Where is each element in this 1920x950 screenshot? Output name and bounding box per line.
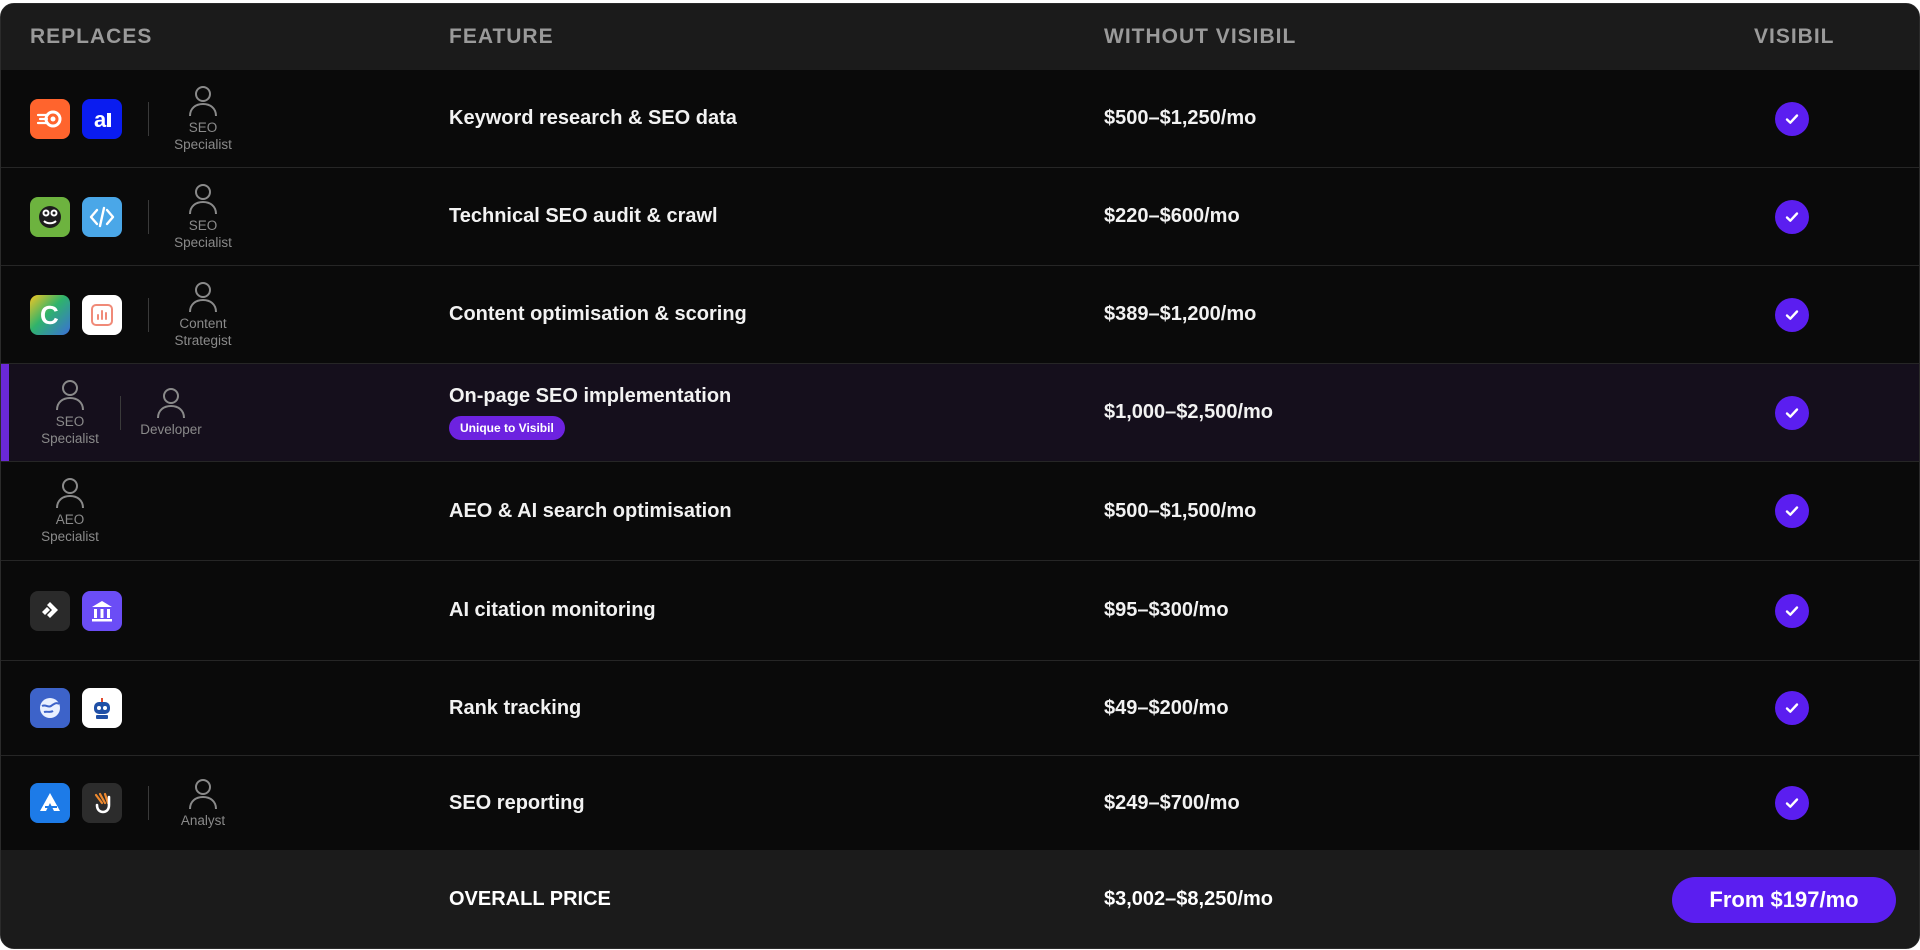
- divider: [148, 297, 149, 332]
- check-icon: [1775, 593, 1809, 628]
- code-tool-logo: [82, 196, 122, 237]
- role-seo-specialist: SEO Specialist: [163, 85, 243, 153]
- reporting-tool-logo: [82, 783, 122, 823]
- check-icon: [1775, 494, 1809, 528]
- person-icon: [56, 379, 84, 410]
- semrush-logo: [30, 98, 70, 139]
- ahrefs-logo: a: [82, 98, 122, 139]
- replaces-cell: [30, 561, 134, 660]
- price-without: $249–$700/mo: [1104, 791, 1240, 814]
- person-icon: [157, 388, 185, 419]
- replaces-cell: C Content Strategist: [30, 266, 243, 363]
- check-icon: [1775, 395, 1809, 430]
- globe-tracker-logo: [30, 688, 70, 728]
- price-without: $220–$600/mo: [1104, 205, 1240, 227]
- feature-name: SEO reporting: [449, 791, 585, 814]
- person-icon: [189, 85, 217, 116]
- replaces-cell: a SEO Specialist: [30, 70, 243, 167]
- feature-name: Keyword research & SEO data: [449, 107, 737, 129]
- person-icon: [189, 281, 217, 312]
- replaces-cell: [30, 661, 134, 755]
- institution-logo: [82, 590, 122, 631]
- check-icon: [1775, 297, 1809, 332]
- replaces-cell: Analyst: [30, 756, 243, 850]
- feature-name: Technical SEO audit & crawl: [449, 205, 718, 227]
- role-label: SEO Specialist: [174, 119, 232, 152]
- feature-name: Content optimisation & scoring: [449, 303, 747, 325]
- clearscope-logo: C: [30, 294, 70, 335]
- check-icon: [1775, 786, 1809, 820]
- role-label: Developer: [140, 422, 202, 437]
- unique-badge: Unique to Visibil: [449, 416, 565, 440]
- table-row: AI citation monitoring $95–$300/mo: [1, 561, 1919, 661]
- table-row: SEO Specialist Technical SEO audit & cra…: [1, 168, 1919, 266]
- agency-analytics-logo: [30, 783, 70, 823]
- screaming-frog-logo: [30, 196, 70, 237]
- table-row-highlighted: SEO Specialist Developer On-page SEO imp…: [1, 364, 1919, 462]
- price-without: $49–$200/mo: [1104, 696, 1229, 719]
- overall-price-total: $3,002–$8,250/mo: [1104, 887, 1274, 910]
- check-icon: [1775, 691, 1809, 725]
- person-icon: [56, 478, 84, 509]
- feature-name: Rank tracking: [449, 696, 582, 719]
- svg-text:C: C: [40, 302, 59, 328]
- price-without: $95–$300/mo: [1104, 599, 1229, 621]
- role-seo-specialist: SEO Specialist: [163, 183, 243, 251]
- table-row: C Content Strategist Content optimisatio…: [1, 266, 1919, 364]
- price-without: $500–$1,500/mo: [1104, 499, 1257, 522]
- divider: [148, 101, 149, 136]
- divider: [120, 395, 121, 430]
- role-label: AEO Specialist: [41, 512, 99, 544]
- replaces-cell: SEO Specialist Developer: [30, 364, 211, 461]
- divider: [148, 199, 149, 234]
- table-footer: OVERALL PRICE $3,002–$8,250/mo From $197…: [1, 850, 1919, 948]
- check-icon: [1775, 101, 1809, 136]
- overall-price-label: OVERALL PRICE: [449, 887, 611, 910]
- role-content-strategist: Content Strategist: [163, 281, 243, 349]
- replaces-cell: AEO Specialist: [30, 462, 110, 560]
- person-icon: [189, 778, 217, 809]
- svg-text:a: a: [94, 107, 107, 131]
- feature-name: On-page SEO implementation: [449, 385, 732, 407]
- table-row: Rank tracking $49–$200/mo: [1, 661, 1919, 756]
- role-developer: Developer: [131, 387, 211, 438]
- role-label: SEO Specialist: [41, 413, 99, 446]
- header-visibil: VISIBIL: [1754, 25, 1835, 48]
- header-without-visibil: WITHOUT VISIBIL: [1104, 25, 1297, 48]
- divider: [148, 786, 149, 820]
- check-icon: [1775, 199, 1809, 234]
- header-replaces: REPLACES: [30, 25, 153, 48]
- profound-logo: [30, 590, 70, 631]
- table-row: Analyst SEO reporting $249–$700/mo: [1, 756, 1919, 850]
- visibil-price-button[interactable]: From $197/mo: [1672, 877, 1896, 923]
- role-label: Content Strategist: [174, 315, 232, 348]
- feature-name: AI citation monitoring: [449, 599, 656, 621]
- replaces-cell: SEO Specialist: [30, 168, 243, 265]
- price-without: $500–$1,250/mo: [1104, 107, 1257, 129]
- table-header: REPLACES FEATURE WITHOUT VISIBIL VISIBIL: [1, 4, 1919, 70]
- table-row: a SEO Specialist Keyword research & SEO …: [1, 70, 1919, 168]
- price-without: $389–$1,200/mo: [1104, 303, 1257, 325]
- robot-tracker-logo: [82, 688, 122, 728]
- role-analyst: Analyst: [163, 778, 243, 829]
- person-icon: [189, 183, 217, 214]
- pricing-comparison-table: REPLACES FEATURE WITHOUT VISIBIL VISIBIL…: [0, 3, 1920, 949]
- role-seo-specialist: SEO Specialist: [30, 379, 110, 447]
- role-label: Analyst: [180, 812, 226, 828]
- role-label: SEO Specialist: [174, 217, 232, 250]
- feature-name: AEO & AI search optimisation: [449, 499, 732, 522]
- price-without: $1,000–$2,500/mo: [1104, 401, 1274, 423]
- header-feature: FEATURE: [449, 25, 554, 48]
- feature-cell: On-page SEO implementation Unique to Vis…: [449, 385, 731, 440]
- role-aeo-specialist: AEO Specialist: [30, 477, 110, 545]
- content-chart-logo: [82, 294, 122, 335]
- table-row: AEO Specialist AEO & AI search optimisat…: [1, 462, 1919, 561]
